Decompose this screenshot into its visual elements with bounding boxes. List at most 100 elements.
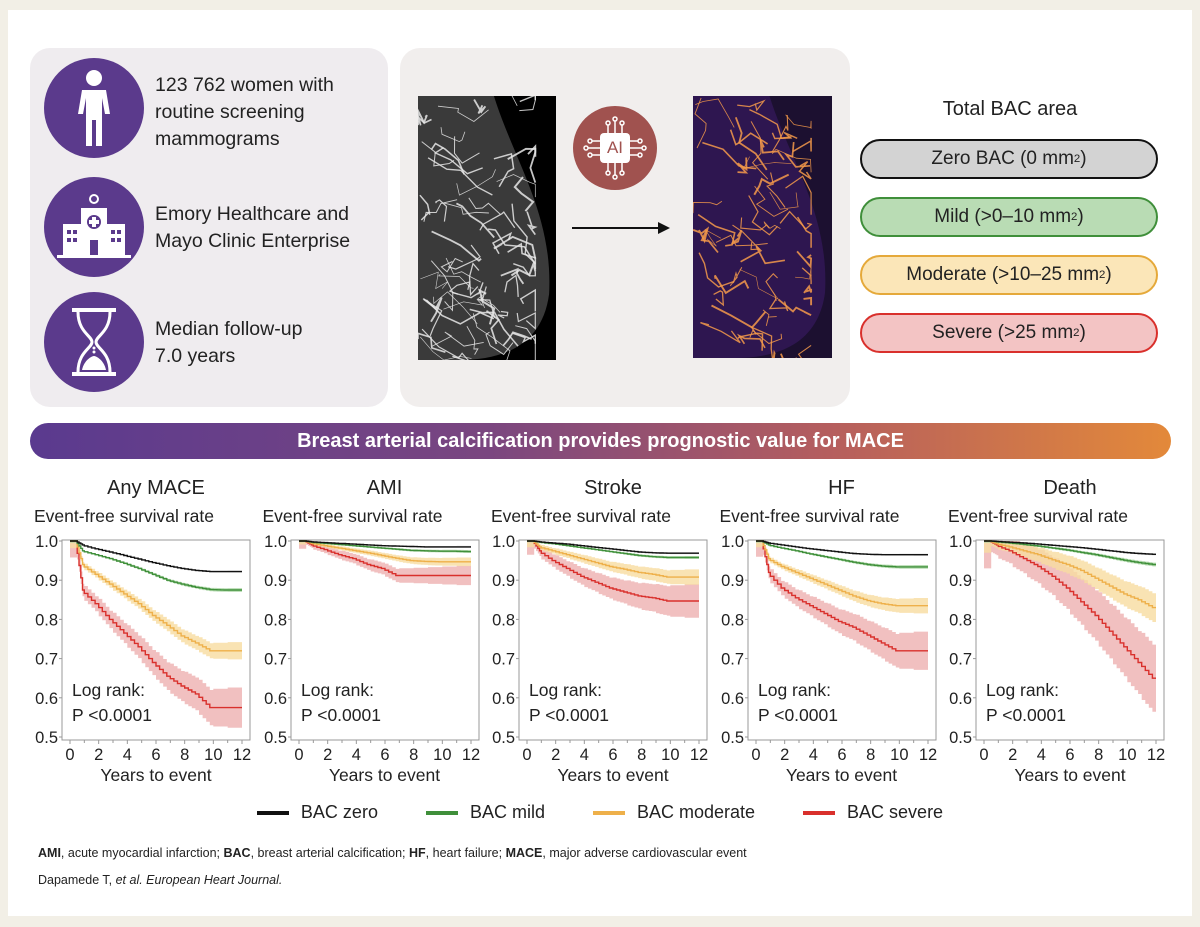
x-tick-label: 4	[580, 746, 589, 764]
ci-band-bac-moderate	[298, 541, 471, 567]
survival-line-bac-mild	[755, 540, 928, 568]
superscript: 2	[1073, 153, 1081, 165]
x-tick-label: 8	[866, 746, 875, 764]
text-line: 123 762 women with	[155, 74, 334, 96]
ai-pipeline-panel: AI	[400, 48, 850, 407]
x-tick-label: 6	[1065, 746, 1074, 764]
survival-line-bac-zero	[984, 540, 1156, 555]
ci-band-bac-mild	[984, 541, 1156, 567]
x-tick-label: 4	[123, 746, 132, 764]
bac-category-severe: Severe (>25 mm 2)	[860, 313, 1158, 353]
x-tick-label: 10	[433, 746, 451, 764]
log-rank-annotation: Log rank:	[301, 680, 374, 700]
x-tick-label: 10	[1118, 746, 1136, 764]
bac-category-zero: Zero BAC (0 mm 2)	[860, 139, 1158, 179]
population-text: 123 762 women with routine screening mam…	[155, 72, 334, 153]
ci-band-bac-moderate	[984, 541, 1156, 622]
abbreviations-note: AMI, acute myocardial infarction; BAC, b…	[38, 846, 747, 860]
survival-line-bac-zero	[298, 540, 471, 548]
text-line: mammograms	[155, 128, 280, 150]
survival-line-bac-mild	[984, 540, 1156, 566]
abbr-definition: , acute myocardial infarction;	[60, 846, 224, 860]
y-axis-label: Event-free survival rate	[491, 506, 671, 526]
survival-line-bac-moderate	[298, 540, 471, 563]
legend-label: BAC moderate	[636, 802, 756, 822]
y-axis-label: Event-free survival rate	[262, 506, 443, 526]
ci-band-bac-severe	[298, 541, 471, 586]
y-tick-label: 1.0	[264, 533, 287, 551]
survival-line-bac-severe	[527, 540, 699, 602]
x-tick-label: 6	[608, 746, 617, 764]
survival-line-bac-severe	[984, 540, 1156, 679]
log-rank-annotation: Log rank:	[72, 680, 145, 700]
category-label: Moderate (>10–25 mm	[906, 264, 1100, 285]
abbr-term: HF	[409, 846, 426, 860]
x-tick-label: 6	[151, 746, 160, 764]
log-rank-annotation: P <0.0001	[529, 705, 609, 725]
y-tick-label: 0.6	[492, 690, 515, 708]
citation-journal: et al. European Heart Journal.	[115, 873, 283, 887]
bac-category-mild: Mild (>0–10 mm 2)	[860, 197, 1158, 237]
y-tick-label: 1.0	[35, 533, 58, 551]
legend-swatch	[803, 810, 836, 815]
survival-line-bac-severe	[298, 540, 471, 577]
x-axis-label: Years to event	[1014, 765, 1126, 785]
legend-swatch	[592, 810, 625, 815]
x-tick-label: 0	[979, 746, 988, 764]
chart-title: Any MACE	[107, 477, 205, 499]
plot-area: 1.0 0.9 0.8 0.7 0.6 0.5 0 2 4 6 8 10 12 Log rank: P <0…	[721, 533, 937, 764]
hourglass-icon	[44, 292, 144, 392]
legend-swatch	[425, 810, 458, 815]
x-axis-label: Years to event	[785, 765, 898, 785]
survival-line-bac-zero	[755, 540, 928, 556]
plot-area: 1.0 0.9 0.8 0.7 0.6 0.5 0 2 4 6 8 10 12 Log rank: P <0…	[949, 533, 1165, 764]
legend-swatch	[256, 810, 289, 815]
y-tick-label: 0.8	[492, 611, 515, 629]
y-tick-label: 0.6	[264, 690, 287, 708]
superscript: 2	[1099, 269, 1106, 281]
y-axis-label: Event-free survival rate	[719, 506, 900, 526]
y-tick-label: 0.8	[949, 611, 972, 629]
y-tick-label: 0.5	[35, 729, 58, 747]
x-tick-label: 8	[637, 746, 646, 764]
abbr-definition: , major adverse cardiovascular event	[542, 846, 747, 860]
abbr-term: AMI	[38, 846, 61, 860]
x-axis-label: Years to event	[328, 765, 441, 785]
y-axis-label: Event-free survival rate	[34, 506, 214, 526]
legend-item: BAC severe	[803, 802, 943, 823]
survival-line-bac-mild	[70, 540, 242, 591]
x-tick-label: 0	[294, 746, 303, 764]
x-tick-label: 12	[690, 746, 708, 764]
log-rank-annotation: P <0.0001	[986, 705, 1066, 725]
x-tick-label: 2	[780, 746, 789, 764]
log-rank-annotation: Log rank:	[529, 680, 602, 700]
y-tick-label: 0.8	[35, 611, 58, 629]
survival-line-bac-moderate	[755, 540, 928, 607]
x-tick-label: 8	[180, 746, 189, 764]
chart-title: HF	[828, 477, 855, 499]
x-axis-label: Years to event	[100, 765, 212, 785]
ai-label: AI	[606, 138, 624, 157]
plot-area: 1.0 0.9 0.8 0.7 0.6 0.5 0 2 4 6 8 10 12 Log rank: P <0…	[35, 533, 251, 764]
y-tick-label: 0.5	[949, 729, 972, 747]
category-label-end: )	[1079, 322, 1086, 343]
key-finding-banner: Breast arterial calcification provides p…	[30, 423, 1171, 459]
y-tick-label: 0.6	[35, 690, 58, 708]
category-label-end: )	[1077, 206, 1084, 227]
ci-band-bac-mild	[755, 541, 928, 569]
citation: Dapamede T, et al. European Heart Journa…	[38, 873, 282, 887]
text-line: 7.0 years	[155, 345, 236, 367]
x-tick-label: 12	[233, 746, 251, 764]
plot-area: 1.0 0.9 0.8 0.7 0.6 0.5 0 2 4 6 8 10 12 Log rank: P <0…	[492, 533, 708, 764]
x-tick-label: 6	[837, 746, 846, 764]
citation-author: Dapamede T,	[38, 873, 116, 887]
ci-band-bac-severe	[70, 541, 242, 728]
x-tick-label: 12	[918, 746, 936, 764]
y-tick-label: 0.6	[721, 690, 744, 708]
y-tick-label: 1.0	[492, 533, 515, 551]
x-tick-label: 8	[1094, 746, 1103, 764]
text-line: routine screening	[155, 101, 305, 123]
y-tick-label: 1.0	[949, 533, 972, 551]
x-tick-label: 0	[751, 746, 760, 764]
legend-label: BAC severe	[847, 802, 944, 822]
